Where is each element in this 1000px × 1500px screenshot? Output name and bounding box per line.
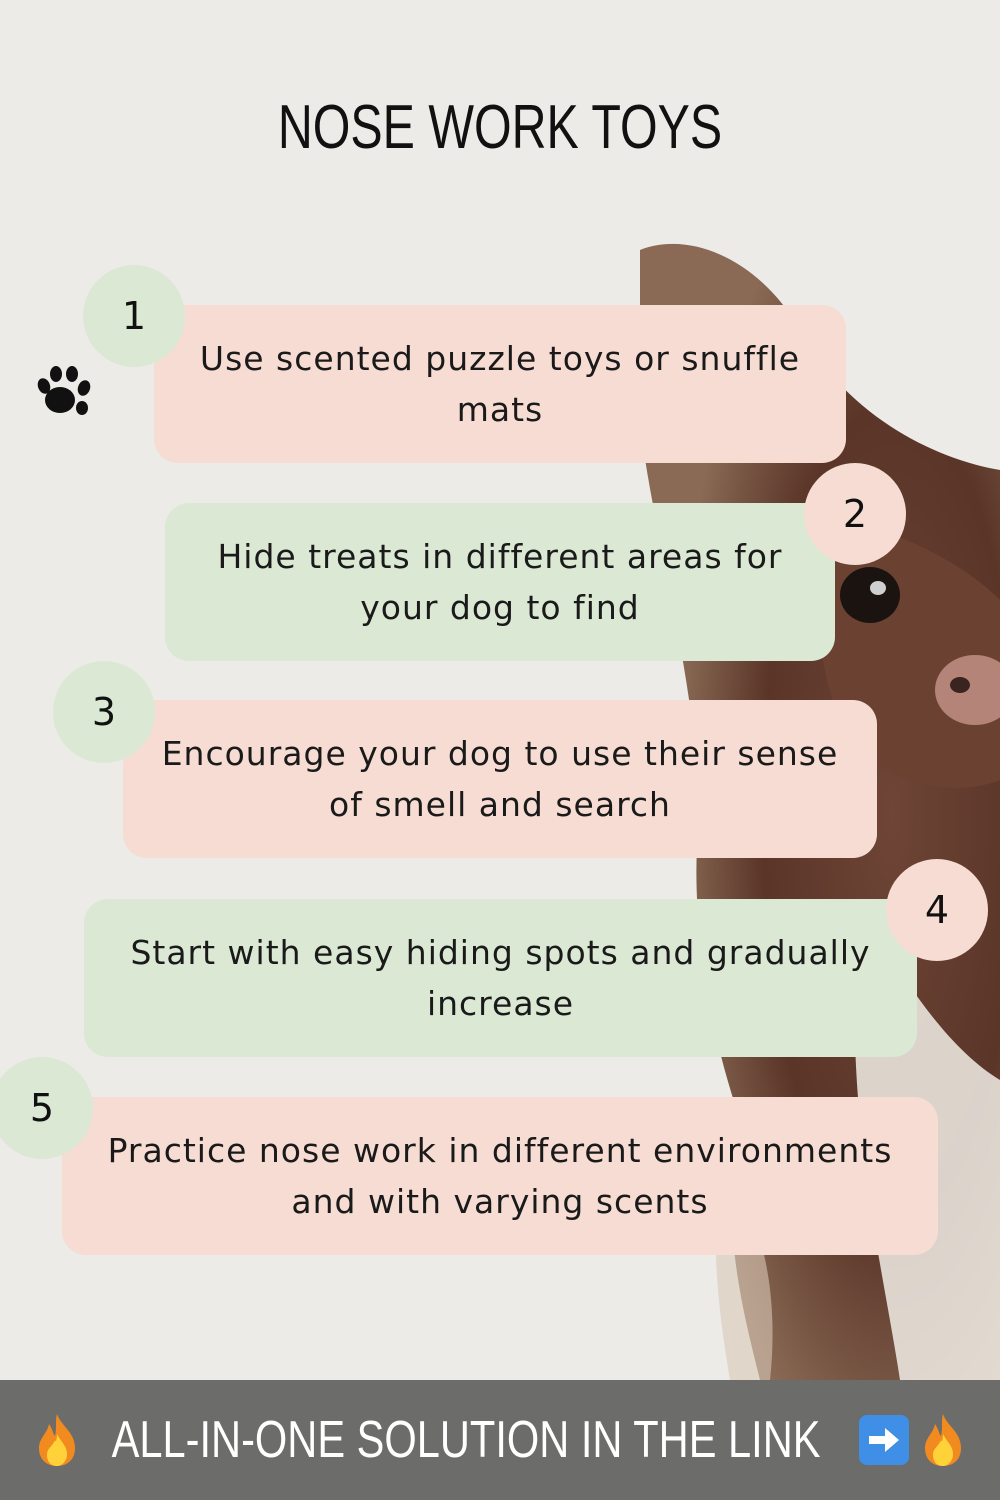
footer-text: ALL-IN-ONE SOLUTION IN THE LINK <box>111 1411 821 1469</box>
step-3-number: 3 <box>53 661 155 763</box>
step-card-2: Hide treats in different areas for your … <box>165 503 835 661</box>
footer-banner[interactable]: ALL-IN-ONE SOLUTION IN THE LINK <box>0 1380 1000 1500</box>
step-2-text: Hide treats in different areas for your … <box>217 537 783 627</box>
fire-icon <box>38 1414 75 1466</box>
step-5-text: Practice nose work in different environm… <box>107 1131 893 1221</box>
step-card-3: Encourage your dog to use their sense of… <box>123 700 877 858</box>
step-card-1: Use scented puzzle toys or snuffle mats <box>154 305 846 463</box>
step-card-5: Practice nose work in different environm… <box>62 1097 938 1255</box>
step-2-number: 2 <box>804 463 906 565</box>
step-3-text: Encourage your dog to use their sense of… <box>161 734 839 824</box>
right-arrow-icon <box>859 1415 910 1465</box>
step-1-text: Use scented puzzle toys or snuffle mats <box>199 339 801 429</box>
step-5-number: 5 <box>0 1057 93 1159</box>
step-card-4: Start with easy hiding spots and gradual… <box>84 899 917 1057</box>
fire-icon <box>925 1414 962 1466</box>
step-1-number: 1 <box>83 265 185 367</box>
step-4-number: 4 <box>886 859 988 961</box>
page-title: NOSE WORK TOYS <box>277 93 723 162</box>
step-4-text: Start with easy hiding spots and gradual… <box>130 933 871 1023</box>
paw-icon <box>37 366 91 415</box>
